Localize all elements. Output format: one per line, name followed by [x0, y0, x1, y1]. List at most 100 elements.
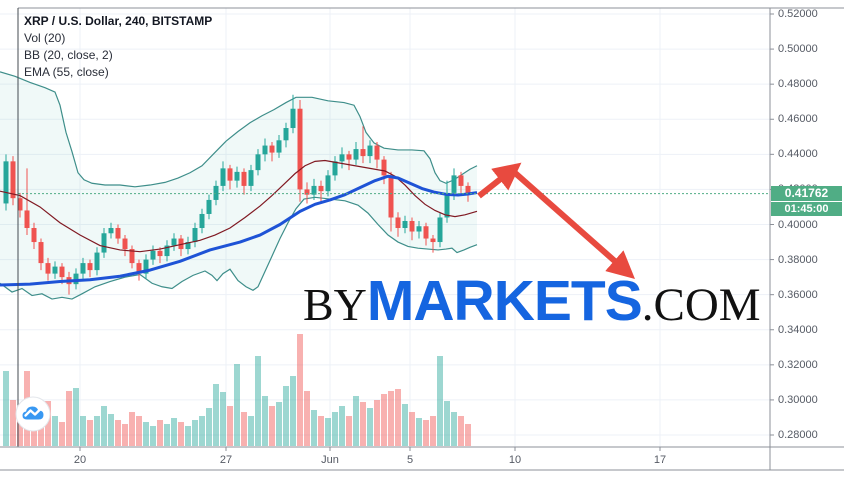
bb-mid-line [0, 159, 478, 253]
volume-bar [122, 424, 128, 446]
candle-body [346, 154, 352, 160]
volume-bar [164, 424, 170, 446]
candle-body [444, 192, 450, 218]
candle-body [248, 170, 254, 186]
volume-bar [129, 412, 135, 446]
volume-bar [353, 396, 359, 446]
volume-bar [276, 402, 282, 446]
indicator-label-bb[interactable]: BB (20, close, 2) [24, 48, 113, 62]
candle-body [24, 210, 30, 229]
time-axis[interactable]: 20 27 Jun 5 10 17 [0, 447, 844, 471]
volume-bar [444, 401, 450, 446]
volume-bar [374, 400, 380, 446]
volume-bar [318, 416, 324, 446]
tradingview-logo[interactable] [15, 396, 51, 432]
candle-body [269, 145, 275, 153]
volume-bar [17, 406, 23, 446]
candle-body [234, 171, 240, 181]
volume-bar [388, 391, 394, 446]
candle-body [304, 189, 310, 195]
volume-bar [73, 388, 79, 446]
candle-body [381, 159, 387, 176]
volume-bar [255, 356, 261, 446]
candle-body [213, 185, 219, 200]
volume-bar [3, 371, 9, 446]
watermark-com: .COM [641, 279, 761, 331]
bb-lower-band [0, 196, 478, 300]
volume-bar [360, 402, 366, 446]
volume-bar [451, 412, 457, 446]
volume-bar [325, 418, 331, 446]
volume-bar [45, 401, 51, 446]
volume-bar [178, 422, 184, 446]
volume-bar [150, 426, 156, 446]
candle-body [87, 263, 93, 271]
volume-bar [269, 406, 275, 446]
candle-body [423, 226, 429, 239]
volume-bar [38, 420, 44, 446]
candle-body [388, 175, 394, 218]
candle-body [311, 185, 317, 195]
chart-legend: XRP / U.S. Dollar, 240, BITSTAMP Vol (20… [24, 13, 212, 81]
candle-body [367, 145, 373, 157]
candle-body [178, 238, 184, 250]
volume-bar [248, 416, 254, 446]
volume-bar [290, 376, 296, 446]
volume-bar [206, 408, 212, 446]
volume-bar [136, 416, 142, 446]
volume-bar [332, 412, 338, 446]
candle-body [45, 263, 51, 274]
candle-body [465, 185, 471, 194]
volume-bar [171, 418, 177, 446]
candle-body [241, 171, 247, 186]
indicator-label-ema[interactable]: EMA (55, close) [24, 65, 109, 79]
volume-bar [52, 416, 58, 446]
candle-body [283, 128, 289, 141]
candle-body [192, 228, 198, 243]
candle-body [262, 145, 268, 155]
volume-bar [346, 416, 352, 446]
candle-body [353, 149, 359, 160]
price-tick-label: 0.52000 [778, 8, 818, 20]
volume-bar [115, 420, 121, 446]
price-tick-label: 0.36000 [778, 288, 818, 301]
candle-body [52, 266, 58, 274]
candle-body [10, 161, 16, 199]
volume-bar [304, 391, 310, 446]
time-tick-label: 17 [653, 454, 667, 466]
candle-body [332, 161, 338, 176]
price-tick-label: 0.50000 [778, 43, 818, 56]
watermark-markets: MARKETS [366, 269, 643, 333]
candle-body [143, 259, 149, 274]
price-axis[interactable]: 0.520000.500000.480000.460000.440000.420… [770, 0, 844, 470]
volume-bar [339, 406, 345, 446]
price-tick-label: 0.40000 [778, 218, 818, 231]
candle-body [3, 161, 9, 204]
volume-bar [458, 416, 464, 446]
volume-bar [465, 424, 471, 446]
indicator-label-vol[interactable]: Vol (20) [24, 31, 66, 45]
candle-body [409, 220, 415, 232]
symbol-title[interactable]: XRP / U.S. Dollar, 240, BITSTAMP [24, 14, 213, 28]
candle-body [206, 199, 212, 214]
candle-body [276, 140, 282, 153]
candle-body [115, 228, 121, 239]
volume-bar [66, 391, 72, 446]
last-price-label: 0.41762 01:45:00 [771, 186, 842, 217]
volume-bar [199, 416, 205, 446]
volume-bar [416, 418, 422, 446]
price-tick-label: 0.38000 [778, 253, 818, 266]
volume-bar [402, 404, 408, 446]
candle-body [318, 185, 324, 192]
volume-bar [80, 416, 86, 446]
candle-body [416, 226, 422, 232]
volume-bar [87, 420, 93, 446]
candle-body [339, 154, 345, 162]
price-tick-label: 0.44000 [778, 148, 818, 161]
volume-bar [157, 420, 163, 446]
price-tick-label: 0.34000 [778, 323, 818, 336]
cloud-chart-icon [22, 406, 44, 420]
price-tick-label: 0.46000 [778, 113, 818, 126]
